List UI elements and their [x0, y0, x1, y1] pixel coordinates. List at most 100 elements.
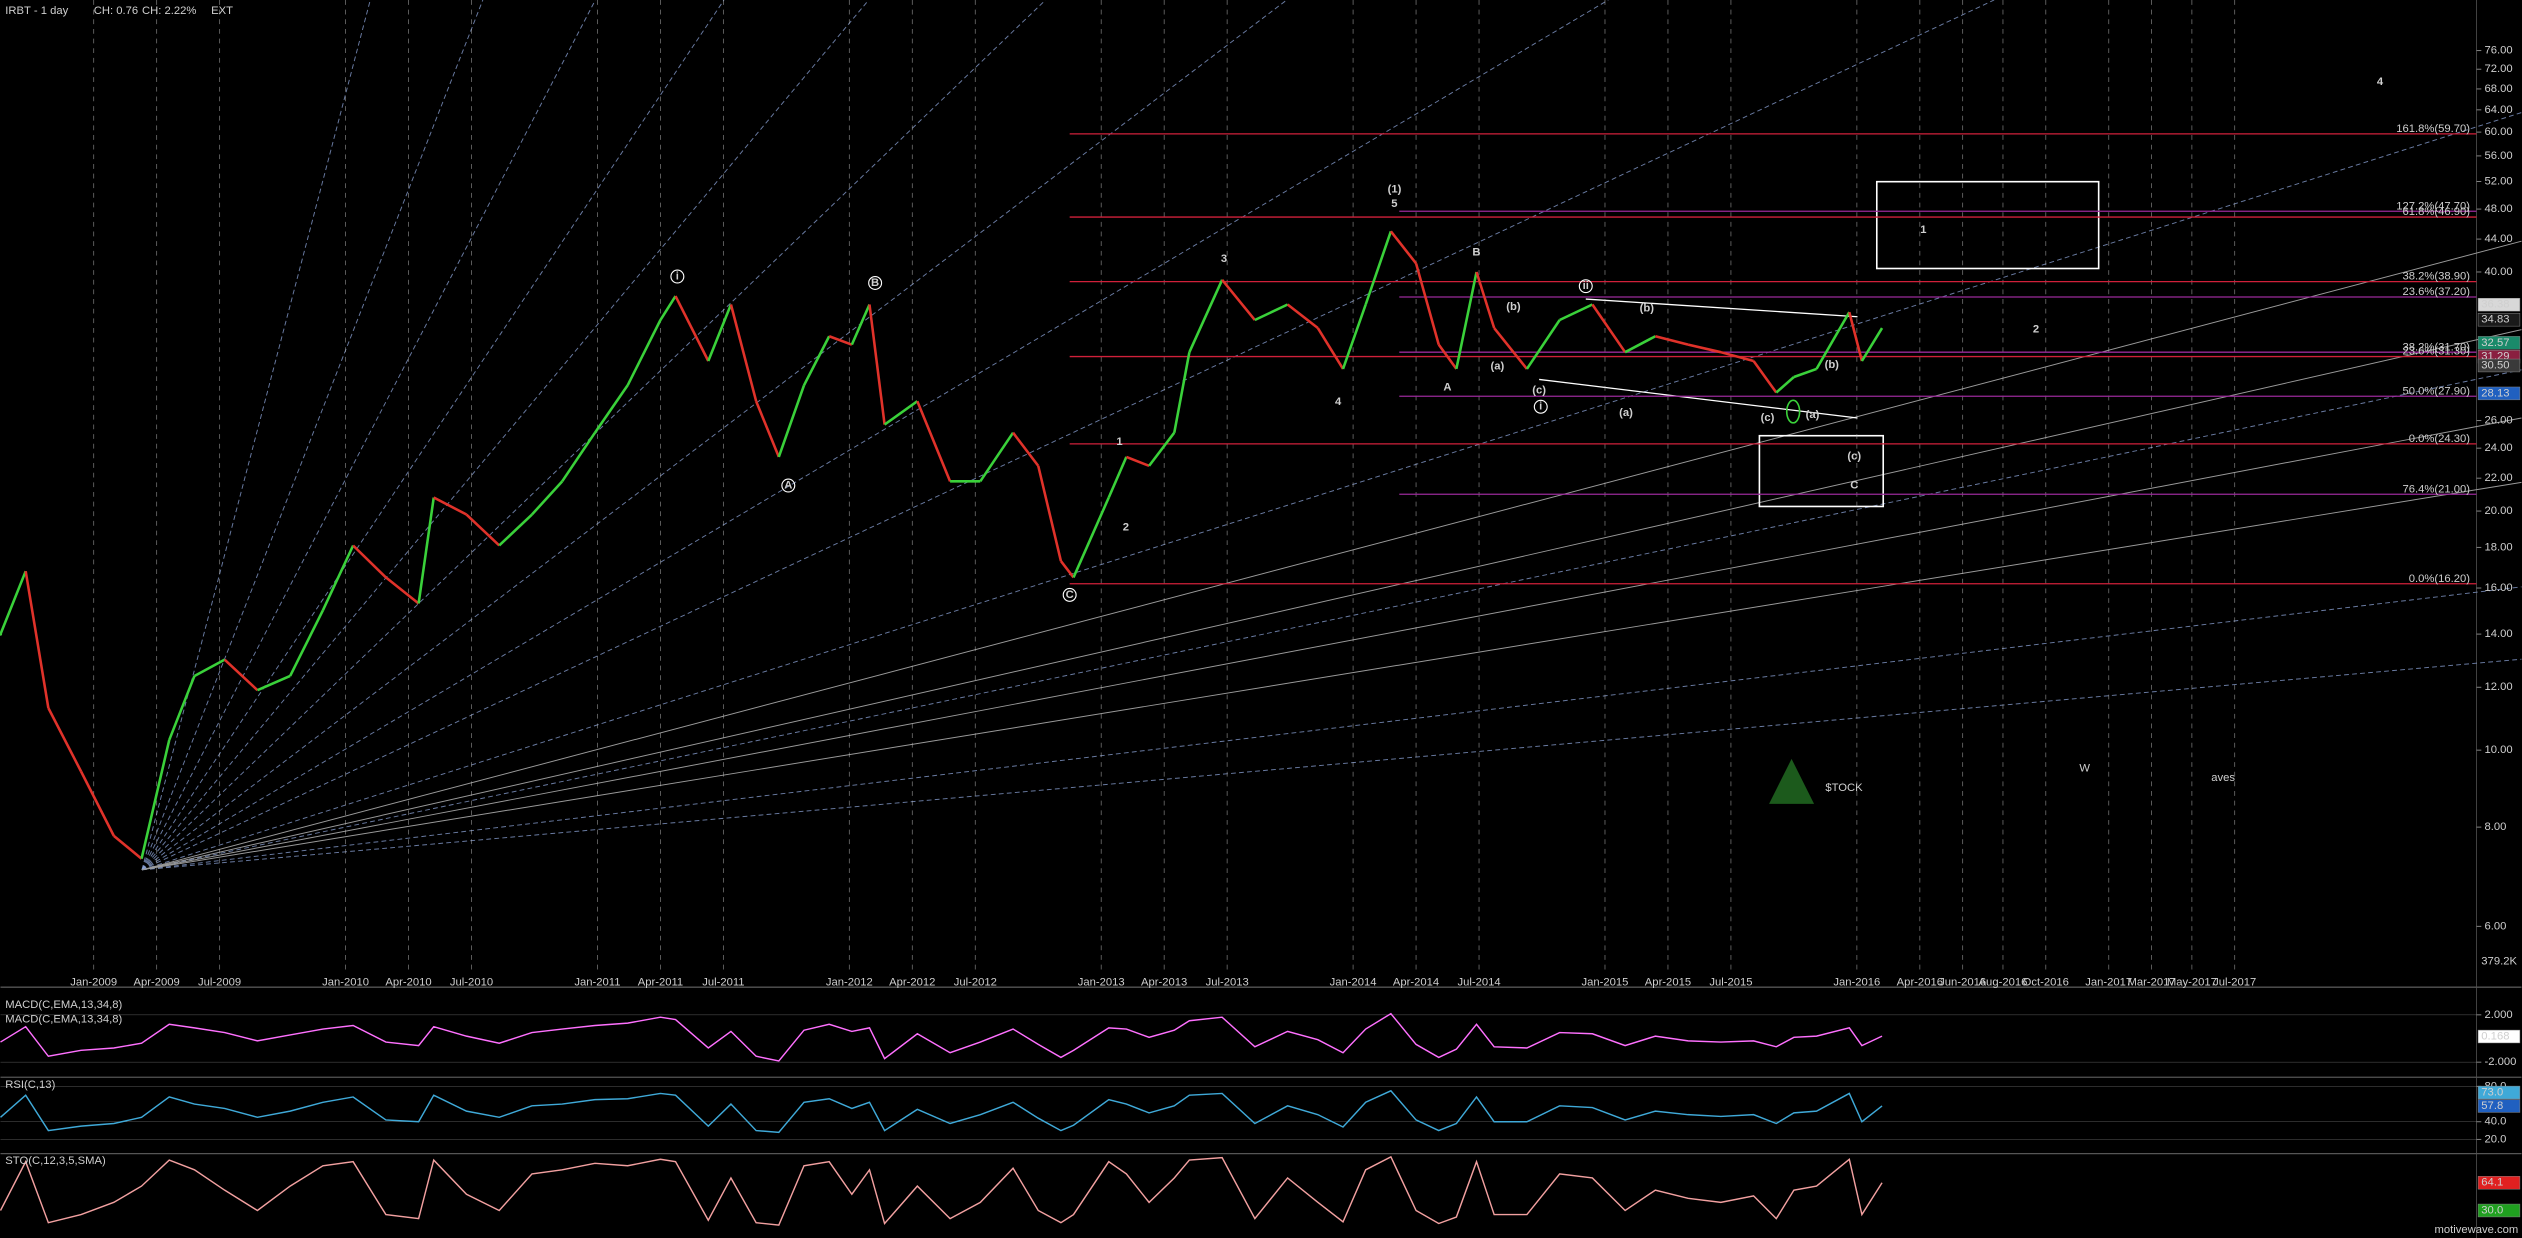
x-tick-label: Jul-2015 [1709, 976, 1752, 988]
x-tick-label: Apr-2013 [1141, 976, 1187, 988]
y-tick-label: 76.00 [2485, 45, 2513, 57]
wave-label: A [784, 480, 792, 492]
wave-label: (a) [1806, 409, 1820, 421]
indicator-label: MACD(C,EMA,13,34,8) [5, 999, 122, 1011]
price-segment [1655, 334, 1689, 346]
indicator-label: RSI(C,13) [5, 1079, 55, 1091]
y-tick-label: 40.00 [2485, 266, 2513, 278]
watermark-text: $TOCK [1825, 782, 1863, 794]
header-item: EXT [211, 5, 233, 17]
header-item: CH: 0.76 [94, 5, 138, 17]
y-tick-label: 16.00 [2485, 582, 2513, 594]
x-tick-label: Jan-2017 [2085, 976, 2132, 988]
fan-line [141, 586, 2522, 871]
x-tick-label: Jun-2016 [1939, 976, 1986, 988]
wave-circle [781, 478, 796, 493]
price-tag-label: 32.57 [2481, 337, 2509, 349]
drawings [1539, 180, 2100, 508]
y-tick-label: 18.00 [2485, 541, 2513, 553]
watermark-icon [1769, 758, 1815, 804]
price-segment [1107, 456, 1128, 499]
price-segment [1341, 304, 1367, 370]
fan-line [141, 417, 2522, 871]
wave-label: 4 [2377, 76, 2384, 88]
y-tick-label: 68.00 [2485, 83, 2513, 95]
y-tick-label: 8.00 [2485, 821, 2507, 833]
price-segment [707, 304, 733, 362]
price-segment [1848, 311, 1864, 362]
wave-label: C [1850, 480, 1858, 492]
wave-label: i [1539, 401, 1542, 413]
price-segment [1793, 367, 1817, 379]
price-segment [802, 335, 831, 386]
price-tag-label: 34.83 [2481, 314, 2509, 326]
wave-label: 5 [1391, 198, 1397, 210]
price-segment [850, 303, 871, 346]
price-segment [289, 609, 325, 677]
price-segment [1364, 230, 1393, 305]
fib-level-label: 23.6%(37.20) [2403, 286, 2471, 298]
price-segment [1414, 263, 1440, 346]
price-segment [1591, 303, 1627, 353]
price-tag [2477, 1085, 2521, 1100]
wave-label: (a) [1619, 407, 1633, 419]
price-segment [561, 431, 596, 483]
price-segment [1036, 465, 1063, 562]
y-tick-label: 2.000 [2485, 1009, 2513, 1021]
price-segment [1437, 343, 1458, 370]
price-segment [433, 496, 468, 516]
price-segment [1148, 431, 1176, 467]
x-tick-label: Jan-2016 [1833, 976, 1880, 988]
wave-label: 2 [2033, 324, 2039, 336]
x-tick-label: Jan-2015 [1582, 976, 1629, 988]
fib-level-label: 23.6%(31.30) [2403, 346, 2471, 358]
price-segment [47, 707, 83, 773]
x-tick-label: Apr-2010 [385, 976, 431, 988]
price-tag-label: 0.168 [2481, 1030, 2509, 1042]
x-tick-label: Jul-2017 [2213, 976, 2256, 988]
fan-line [141, 112, 2522, 871]
wave-label: B [1472, 246, 1480, 258]
price-tag-label: 57.8 [2481, 1100, 2503, 1112]
x-tick-label: Jul-2010 [450, 976, 493, 988]
indicator-line [0, 1089, 1883, 1134]
wave-label: C [1066, 589, 1074, 601]
y-tick-label: 44.00 [2485, 233, 2513, 245]
fan-line [141, 0, 596, 871]
price-segment [883, 400, 919, 426]
fan-line [141, 0, 870, 871]
price-segment [1012, 431, 1040, 467]
price-tag [2477, 1029, 2521, 1044]
fib-level-label: 0.0%(16.20) [2409, 573, 2471, 585]
price-tag-label: 73.0 [2481, 1087, 2503, 1099]
wave-circle [1062, 587, 1077, 602]
price-tag-label: 64.1 [2481, 1177, 2503, 1189]
x-tick-label: Jan-2014 [1330, 976, 1377, 988]
wave-label: B [871, 277, 879, 289]
price-segment [1455, 271, 1478, 370]
fan-line [141, 0, 725, 871]
x-tick-label: Apr-2016 [1897, 976, 1943, 988]
fib-level-label: 161.8%(59.70) [2396, 123, 2470, 135]
price-segment [659, 295, 677, 321]
price-segment [1072, 497, 1110, 578]
price-segment [321, 544, 355, 611]
price-segment [626, 319, 662, 386]
price-segment [916, 400, 952, 482]
price-tag [2477, 336, 2521, 350]
wave-label: ii [1583, 280, 1589, 292]
target-box [1875, 180, 2100, 270]
y-tick-label: 6.00 [2485, 920, 2507, 932]
x-tick-label: Jan-2012 [826, 976, 873, 988]
y-tick-label: 10.00 [2485, 744, 2513, 756]
x-tick-label: Aug-2016 [1979, 976, 2028, 988]
wave-label: 1 [1116, 436, 1122, 448]
volume-label: 379.2K [2481, 955, 2517, 967]
price-tag-label: 30.50 [2481, 359, 2509, 371]
y-tick-label: 52.00 [2485, 175, 2513, 187]
price-segment [417, 497, 436, 604]
y-tick-label: 20.0 [2485, 1133, 2507, 1145]
fan-line [141, 329, 2522, 871]
